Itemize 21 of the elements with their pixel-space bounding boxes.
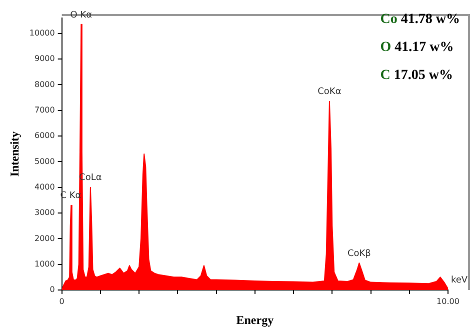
y-tick-label: 6000 — [34, 131, 55, 140]
y-tick-label: 5000 — [34, 156, 55, 166]
y-tick-label: 0 — [50, 285, 55, 294]
annotation: CoKα — [318, 87, 342, 98]
y-tick-label: 4000 — [34, 182, 55, 192]
annotation: CoKβ — [347, 248, 372, 259]
y-tick-label: 1000 — [34, 259, 55, 268]
annotation: C 17.05 w% — [380, 67, 454, 85]
y-axis-title: Intensity — [7, 131, 22, 177]
y-tick-label: 2000 — [34, 234, 55, 243]
y-tick-label: 3000 — [34, 208, 55, 218]
x-tick-label: 10.00 — [436, 296, 460, 306]
y-tick-label: 7000 — [34, 105, 55, 114]
x-axis-title: Energy — [236, 312, 274, 327]
y-tick-label: 8000 — [34, 80, 55, 89]
annotation: Co 41.78 w% — [380, 11, 460, 29]
y-tick-label: 9000 — [34, 54, 55, 64]
y-tick-label: 10000 — [29, 28, 55, 38]
annotation: O 41.17 w% — [380, 39, 455, 57]
annotation: keV — [451, 275, 468, 286]
annotation: O Kα — [70, 10, 92, 20]
